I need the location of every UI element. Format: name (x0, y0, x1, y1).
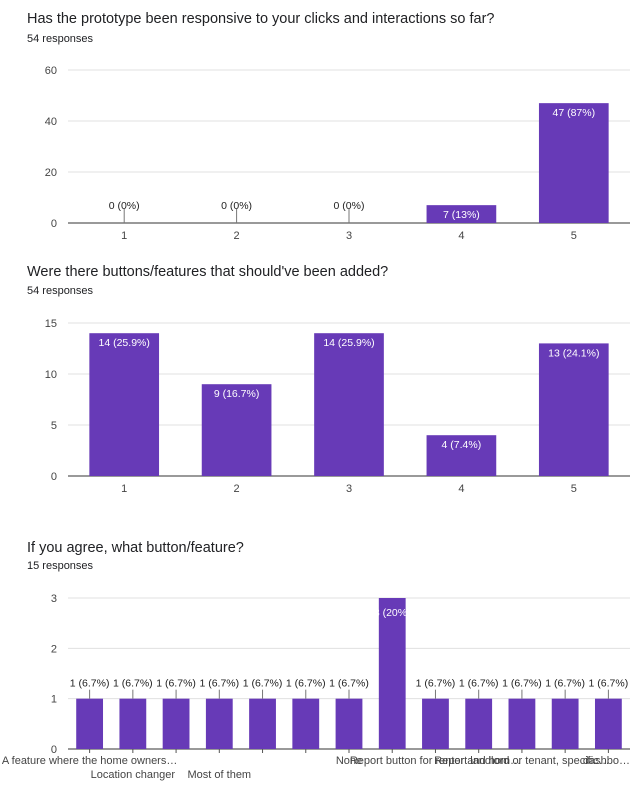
data-label: 1 (6.7%) (199, 678, 239, 690)
data-label: 14 (25.9%) (99, 337, 150, 349)
x-tick-label: Report button for renter and hom… (350, 755, 521, 767)
data-label: 0 (0%) (221, 200, 252, 212)
data-label: 1 (6.7%) (416, 678, 456, 690)
x-tick-label: 4 (458, 230, 464, 242)
y-tick-label: 20 (45, 167, 57, 179)
y-tick-label: 1 (51, 694, 57, 706)
data-label: 7 (13%) (443, 209, 480, 221)
data-label: 1 (6.7%) (329, 678, 369, 690)
bar (89, 333, 160, 476)
bar (551, 698, 579, 749)
y-tick-label: 0 (51, 744, 57, 756)
bar (201, 384, 272, 476)
bar-chart-2: 0 5 10 15 14 (25.9%) 1 9 (16.7%) 2 14 (25.9%) 3 4 … (45, 318, 630, 495)
response-count: 15 responses (27, 560, 94, 572)
bar (378, 598, 406, 749)
data-label: 13 (24.1%) (548, 347, 599, 359)
data-label: 4 (7.4%) (442, 439, 482, 451)
bar (205, 698, 233, 749)
x-tick-label: A feature where the home owners… (2, 755, 177, 767)
response-count: 54 responses (27, 285, 94, 297)
data-label: 3 (20%) (374, 607, 411, 619)
x-tick-label: 3 (346, 230, 352, 242)
x-tick-label: 1 (121, 483, 127, 495)
x-tick-label: Report landlord or tenant, specific… (434, 755, 609, 767)
data-label: 1 (6.7%) (70, 678, 110, 690)
x-tick-label: Location changer (91, 769, 176, 781)
response-count: 54 responses (27, 33, 94, 45)
x-tick-label: None (336, 755, 362, 767)
bar (465, 698, 493, 749)
x-tick-label: 1 (121, 230, 127, 242)
bar (508, 698, 536, 749)
bar (422, 698, 449, 749)
data-label: 1 (6.7%) (459, 678, 499, 690)
bar (538, 103, 609, 223)
data-label: 47 (87%) (552, 107, 595, 119)
data-label: 0 (0%) (109, 200, 140, 212)
bar (335, 698, 363, 749)
y-tick-label: 15 (45, 318, 57, 330)
data-label: 0 (0%) (334, 200, 365, 212)
x-tick-label: 2 (234, 230, 240, 242)
bar-chart-1: 0 20 40 60 0 (0%) 1 0 (0%) 2 0 (0%) 3 7 (13%) 4 47 (… (45, 65, 630, 242)
question-title: If you agree, what button/feature? (27, 540, 244, 556)
y-tick-label: 40 (45, 116, 57, 128)
bar (426, 435, 497, 476)
x-tick-label: 5 (571, 230, 577, 242)
data-label: 1 (6.7%) (589, 678, 629, 690)
x-tick-label: 2 (234, 483, 240, 495)
x-tick-label: dashbo… (583, 755, 630, 767)
bar (76, 698, 104, 749)
bar (119, 698, 147, 749)
bar (249, 698, 276, 749)
y-tick-label: 10 (45, 369, 57, 381)
data-label: 1 (6.7%) (286, 678, 326, 690)
y-tick-label: 5 (51, 420, 57, 432)
x-tick-label: 4 (458, 483, 464, 495)
bar (594, 698, 622, 749)
y-tick-label: 2 (51, 643, 57, 655)
data-label: 9 (16.7%) (214, 388, 260, 400)
data-label: 1 (6.7%) (502, 678, 542, 690)
x-tick-label: 3 (346, 483, 352, 495)
bar (426, 205, 497, 223)
bar (314, 333, 384, 476)
y-tick-label: 3 (51, 593, 57, 605)
data-label: 14 (25.9%) (323, 337, 374, 349)
chart-section-2: Were there buttons/features that should'… (27, 264, 630, 495)
bar (538, 343, 609, 476)
data-label: 1 (6.7%) (243, 678, 283, 690)
data-label: 1 (6.7%) (113, 678, 153, 690)
x-tick-label: Most of them (188, 769, 252, 781)
y-tick-label: 0 (51, 471, 57, 483)
chart-section-1: Has the prototype been responsive to you… (0, 0, 637, 250)
x-tick-label: 5 (571, 483, 577, 495)
data-label: 1 (6.7%) (545, 678, 585, 690)
y-tick-label: 60 (45, 65, 57, 77)
data-label: 1 (6.7%) (156, 678, 196, 690)
question-title: Were there buttons/features that should'… (27, 264, 389, 280)
question-title: Has the prototype been responsive to you… (27, 11, 495, 27)
bar (292, 698, 320, 749)
y-tick-label: 0 (51, 218, 57, 230)
bar (162, 698, 190, 749)
